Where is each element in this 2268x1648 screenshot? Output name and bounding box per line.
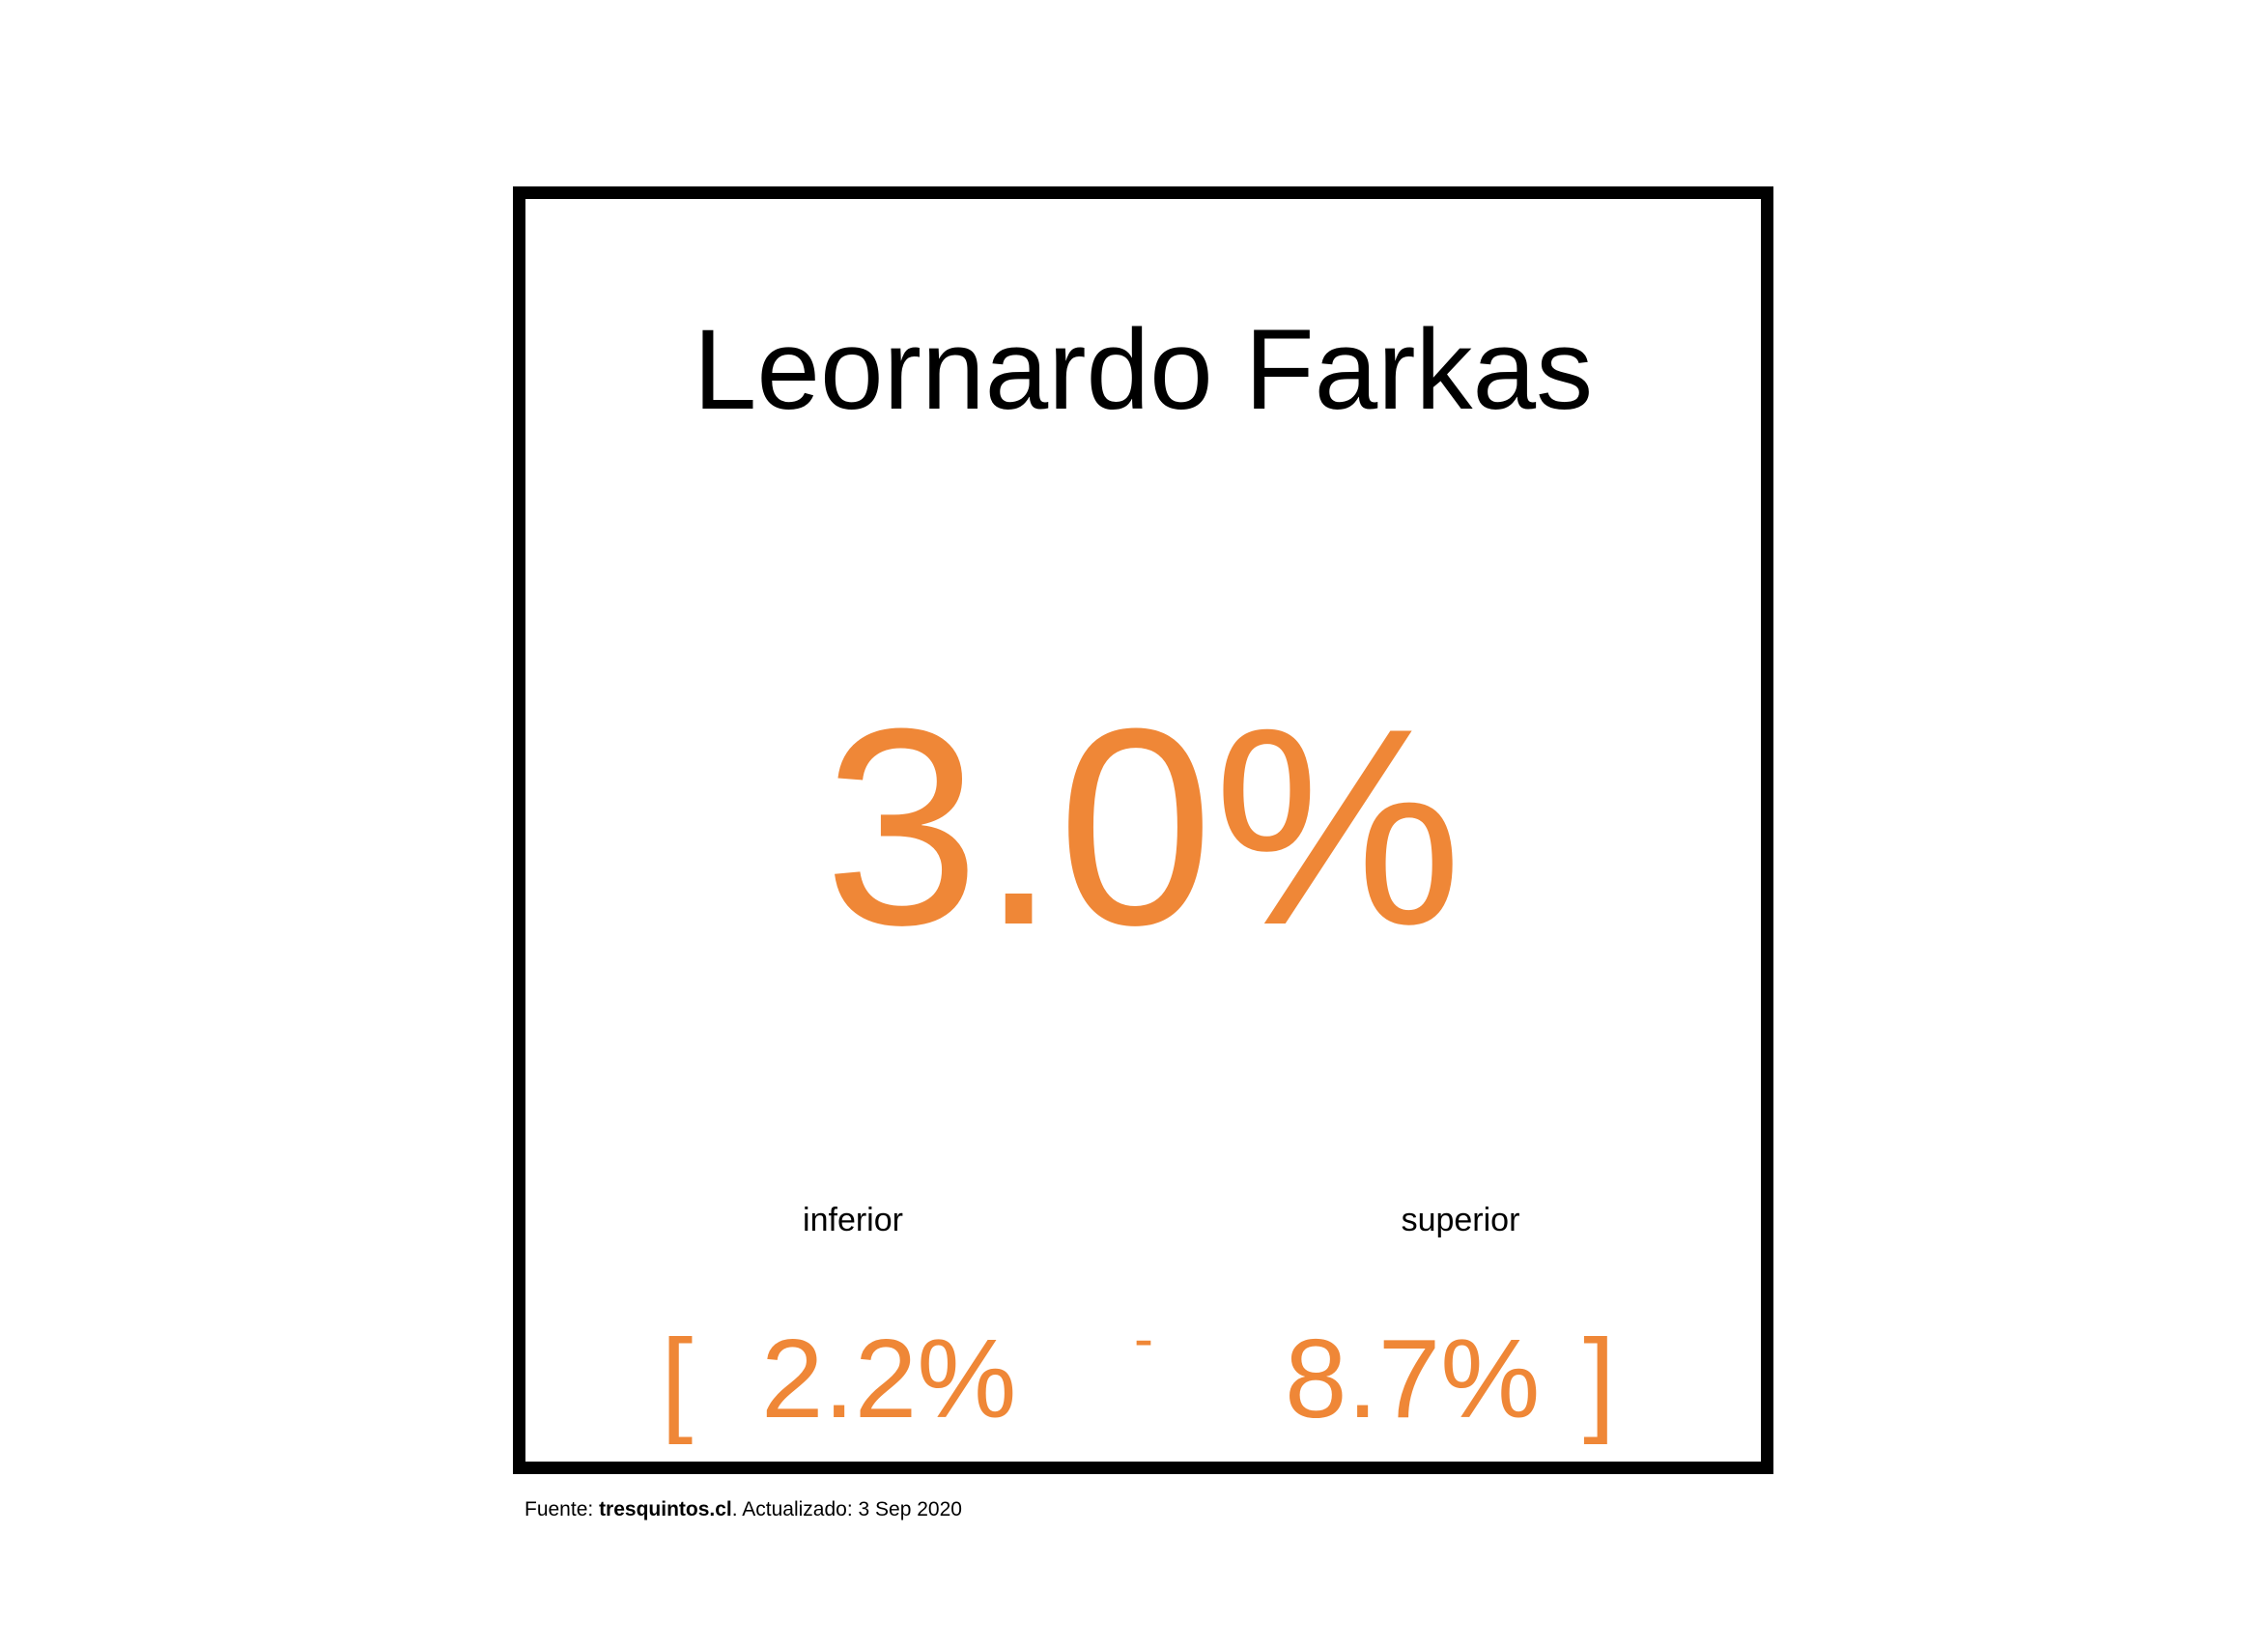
lower-bound-label: inferior	[803, 1202, 903, 1238]
source-prefix: Fuente:	[524, 1498, 600, 1520]
estimate-card: Leornardo Farkas 3.0% inferior superior …	[513, 186, 1773, 1474]
upper-bound-value: 8.7%	[1285, 1316, 1541, 1441]
source-updated: . Actualizado: 3 Sep 2020	[731, 1498, 962, 1520]
source-note: Fuente: tresquintos.cl. Actualizado: 3 S…	[524, 1497, 962, 1521]
main-estimate-value: 3.0%	[824, 670, 1462, 983]
range-separator: -	[1134, 1306, 1153, 1371]
candidate-name: Leornardo Farkas	[693, 306, 1594, 434]
range-open-bracket: [	[661, 1316, 694, 1445]
upper-bound-label: superior	[1401, 1202, 1520, 1238]
range-close-bracket: ]	[1583, 1316, 1616, 1445]
lower-bound-value: 2.2%	[761, 1316, 1017, 1441]
source-site: tresquintos.cl	[599, 1498, 732, 1520]
